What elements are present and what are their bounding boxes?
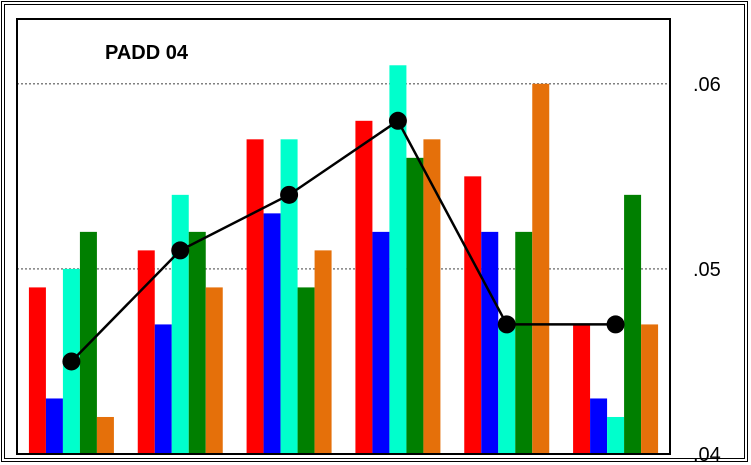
y-tick-label-1: .05 — [693, 259, 721, 281]
bar-s1-c0 — [45, 398, 63, 454]
bar-s1-c2 — [263, 213, 281, 454]
bar-s4-c1 — [205, 287, 223, 454]
chart-title: PADD 04 — [105, 42, 189, 64]
bar-s0-c4 — [464, 176, 482, 454]
bar-s2-c3 — [389, 65, 407, 454]
bar-s0-c2 — [246, 139, 264, 454]
y-tick-label-0: .04 — [693, 444, 721, 465]
bar-s3-c3 — [406, 157, 424, 455]
bar-s0-c3 — [355, 120, 373, 455]
average-line-path — [70, 118, 616, 363]
average-line — [62, 111, 625, 371]
bar-s2-c5 — [607, 416, 625, 454]
average-point-5 — [606, 315, 625, 334]
bar-s4-c5 — [641, 324, 659, 454]
bars — [28, 65, 659, 455]
bar-s4-c0 — [96, 416, 114, 454]
bar-s1-c4 — [481, 231, 499, 454]
bar-s1-c3 — [372, 231, 390, 454]
average-point-3 — [388, 111, 407, 130]
bar-s2-c4 — [498, 324, 516, 454]
bar-s1-c5 — [590, 398, 608, 454]
average-point-1 — [171, 241, 190, 260]
bar-s4-c4 — [532, 83, 550, 454]
bar-s3-c5 — [624, 194, 642, 454]
average-point-4 — [497, 315, 516, 334]
bar-s4-c2 — [314, 250, 332, 454]
bar-s3-c4 — [515, 231, 533, 454]
bar-s2-c2 — [280, 139, 298, 454]
gridlines — [17, 83, 670, 270]
bar-s2-c1 — [171, 194, 189, 454]
bar-s3-c1 — [188, 231, 206, 454]
bar-s0-c0 — [28, 287, 46, 454]
y-axis-ticks: .04 .05 .06 — [693, 74, 721, 465]
bar-s1-c1 — [154, 324, 172, 454]
bar-s4-c3 — [423, 139, 441, 454]
average-point-0 — [62, 352, 81, 371]
bar-s0-c1 — [137, 250, 155, 454]
bar-s0-c5 — [573, 324, 591, 454]
average-point-2 — [280, 185, 299, 204]
plot-area-frame — [16, 18, 671, 455]
inner-frame — [4, 4, 745, 459]
y-tick-label-2: .06 — [693, 74, 721, 96]
bar-s3-c2 — [297, 287, 315, 454]
